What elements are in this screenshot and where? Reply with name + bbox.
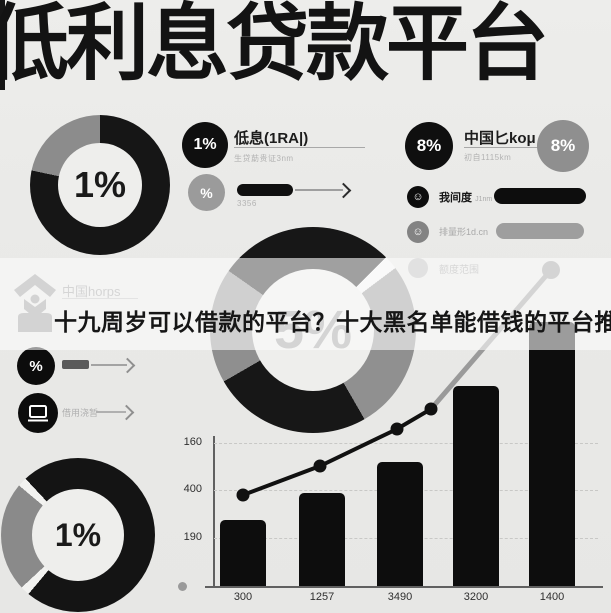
value-pill-gray <box>496 223 584 239</box>
donut-label: 1% <box>58 143 142 227</box>
x-tick-label: 300 <box>233 591 253 603</box>
y-tick-label: 400 <box>183 483 202 495</box>
x-axis <box>205 586 603 588</box>
donut-chart-top-left: 1% <box>30 115 170 255</box>
x-tick-label: 3490 <box>387 591 413 603</box>
y-axis <box>213 436 215 587</box>
bar <box>299 493 345 586</box>
x-tick-label: 3200 <box>463 591 489 603</box>
axis-origin-dot <box>178 582 187 591</box>
divider <box>464 147 546 148</box>
list-row-label: 我间度 J1nm <box>439 192 493 204</box>
divider <box>234 147 365 148</box>
laptop-icon <box>18 393 58 433</box>
arrow-shaft <box>91 364 127 366</box>
arrow-shaft <box>96 411 126 413</box>
smiley-icon: ☺ <box>407 186 429 208</box>
arrow-right-icon <box>118 404 135 421</box>
x-tick-label: 1257 <box>309 591 335 603</box>
value-pill-dark <box>494 188 586 204</box>
stat-right-title: 中国匕koμ <box>464 130 536 147</box>
donut-label: 1% <box>32 489 124 581</box>
bar <box>220 520 266 586</box>
stat-badge-8pct-gray: 8% <box>537 120 589 172</box>
y-tick-label: 160 <box>183 436 202 448</box>
smiley-icon: ☺ <box>407 221 429 243</box>
stat-right-subtitle: 初自1115km <box>464 153 512 162</box>
arrow-shaft <box>295 189 343 191</box>
overlay-headline: 十九周岁可以借款的平台？十大黑名单能借钱的平台推荐 <box>54 309 611 335</box>
list-row-label: 排量形1d.cn <box>439 227 489 237</box>
page-title: 低利息贷款平台 <box>0 0 549 90</box>
stat-left-subtitle: 生贷莇贵证3nm <box>234 154 294 163</box>
arrow-right-icon <box>119 357 136 374</box>
left-row-label: 借用浇暂 <box>62 408 99 418</box>
list-row-sub: J1nm <box>475 196 493 203</box>
bar <box>529 322 575 586</box>
stat-badge-percent: % <box>188 174 225 211</box>
donut-chart-bottom-left: 1% <box>1 458 155 612</box>
bar <box>453 386 499 586</box>
x-tick-label: 1400 <box>539 591 565 603</box>
progress-pill <box>237 184 293 196</box>
percent-icon: % <box>17 347 55 385</box>
stat-left-title: 低息(1RA|) <box>234 130 309 147</box>
stat-badge-1pct: 1% <box>182 122 228 168</box>
bar <box>377 462 423 586</box>
slider-handle <box>62 360 89 369</box>
stat-badge-8pct-dark: 8% <box>405 122 453 170</box>
stat-left-caption: 3356 <box>237 199 257 208</box>
y-tick-label: 190 <box>183 531 202 543</box>
corner-strip <box>0 0 5 90</box>
arrow-right-icon <box>335 182 352 199</box>
